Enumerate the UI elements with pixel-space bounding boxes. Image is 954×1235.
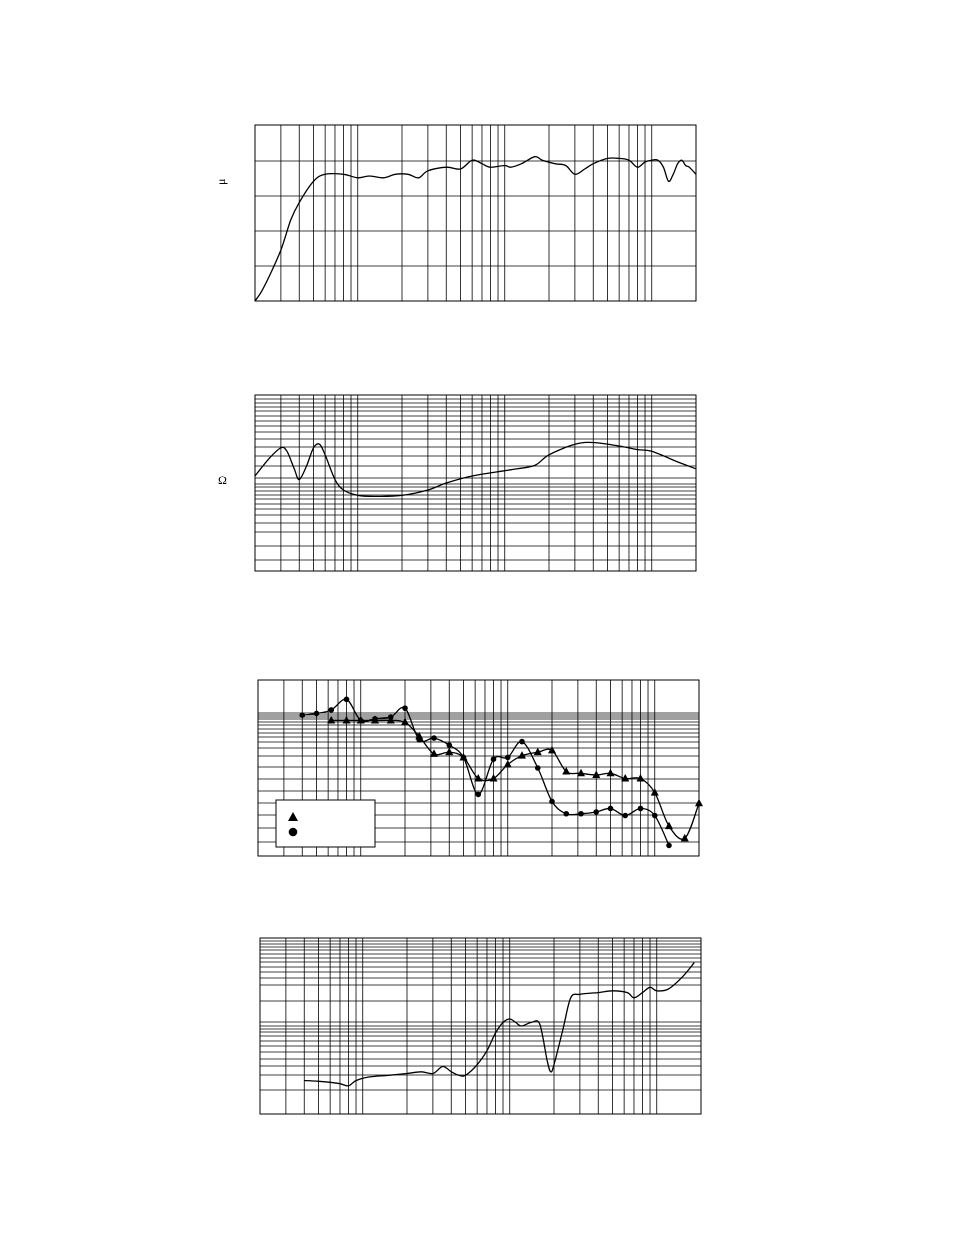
y-unit-mu-label: μ: [214, 179, 228, 185]
data-point-circle: [578, 810, 584, 817]
data-point-circle: [313, 710, 320, 717]
data-point-circle: [519, 738, 525, 745]
data-point-triangle: [474, 774, 483, 782]
data-point-triangle: [517, 751, 526, 759]
data-point-triangle: [401, 717, 409, 726]
data-point-circle: [460, 754, 467, 761]
data-point-circle: [504, 754, 511, 761]
data-point-circle: [651, 812, 658, 819]
data-point-circle: [563, 810, 570, 817]
data-point-triangle: [445, 747, 454, 756]
data-point-circle: [328, 707, 335, 713]
plot-frame: [257, 679, 700, 857]
data-point-circle: [534, 765, 541, 771]
data-point-circle: [666, 842, 672, 849]
data-point-circle: [607, 805, 614, 812]
data-point-circle: [490, 756, 497, 762]
data-point-circle: [593, 809, 600, 815]
data-point-circle: [357, 717, 364, 724]
plot-frame: [254, 394, 697, 572]
legend-box: [275, 799, 376, 848]
data-point-triangle: [489, 774, 498, 782]
data-point-triangle: [606, 768, 615, 777]
data-point-circle: [416, 737, 423, 743]
plot-frame: [254, 124, 697, 302]
data-point-triangle: [503, 759, 512, 768]
data-point-triangle: [562, 767, 571, 775]
legend-circle-marker: [288, 827, 298, 837]
plot-frame: [259, 937, 702, 1115]
data-point-triangle: [342, 715, 351, 724]
data-point-triangle: [650, 788, 659, 796]
impedance-panel: [254, 394, 697, 572]
data-point-circle: [299, 712, 306, 718]
data-point-circle: [387, 714, 394, 720]
data-point-circle: [549, 798, 555, 805]
data-point-circle: [372, 715, 378, 722]
data-point-circle: [431, 735, 437, 741]
data-point-triangle: [430, 749, 439, 757]
chart-legend: [275, 799, 376, 848]
series-line-0: [254, 155, 697, 302]
data-point-triangle: [695, 798, 703, 807]
data-point-circle: [343, 696, 350, 703]
phase-panel: [259, 937, 702, 1115]
series-line-0: [331, 719, 700, 840]
data-point-triangle: [636, 774, 645, 782]
data-point-triangle: [548, 745, 556, 754]
data-point-triangle: [327, 715, 336, 724]
data-point-triangle: [680, 833, 689, 842]
data-point-circle: [622, 812, 629, 819]
series-line-0: [254, 441, 697, 498]
data-point-triangle: [621, 774, 630, 782]
distortion-panel: [257, 679, 703, 857]
data-point-circle: [402, 705, 408, 711]
series-line-0: [304, 962, 695, 1087]
data-point-circle: [637, 805, 644, 812]
data-point-circle: [446, 742, 453, 748]
y-unit-ohm-label: Ω: [218, 473, 227, 487]
data-point-triangle: [664, 821, 673, 830]
data-point-triangle: [592, 770, 601, 779]
frequency-response-panel: [254, 124, 697, 302]
legend-triangle-marker: [288, 812, 298, 821]
data-point-circle: [475, 791, 482, 798]
data-point-triangle: [577, 768, 586, 777]
data-point-triangle: [533, 747, 542, 756]
